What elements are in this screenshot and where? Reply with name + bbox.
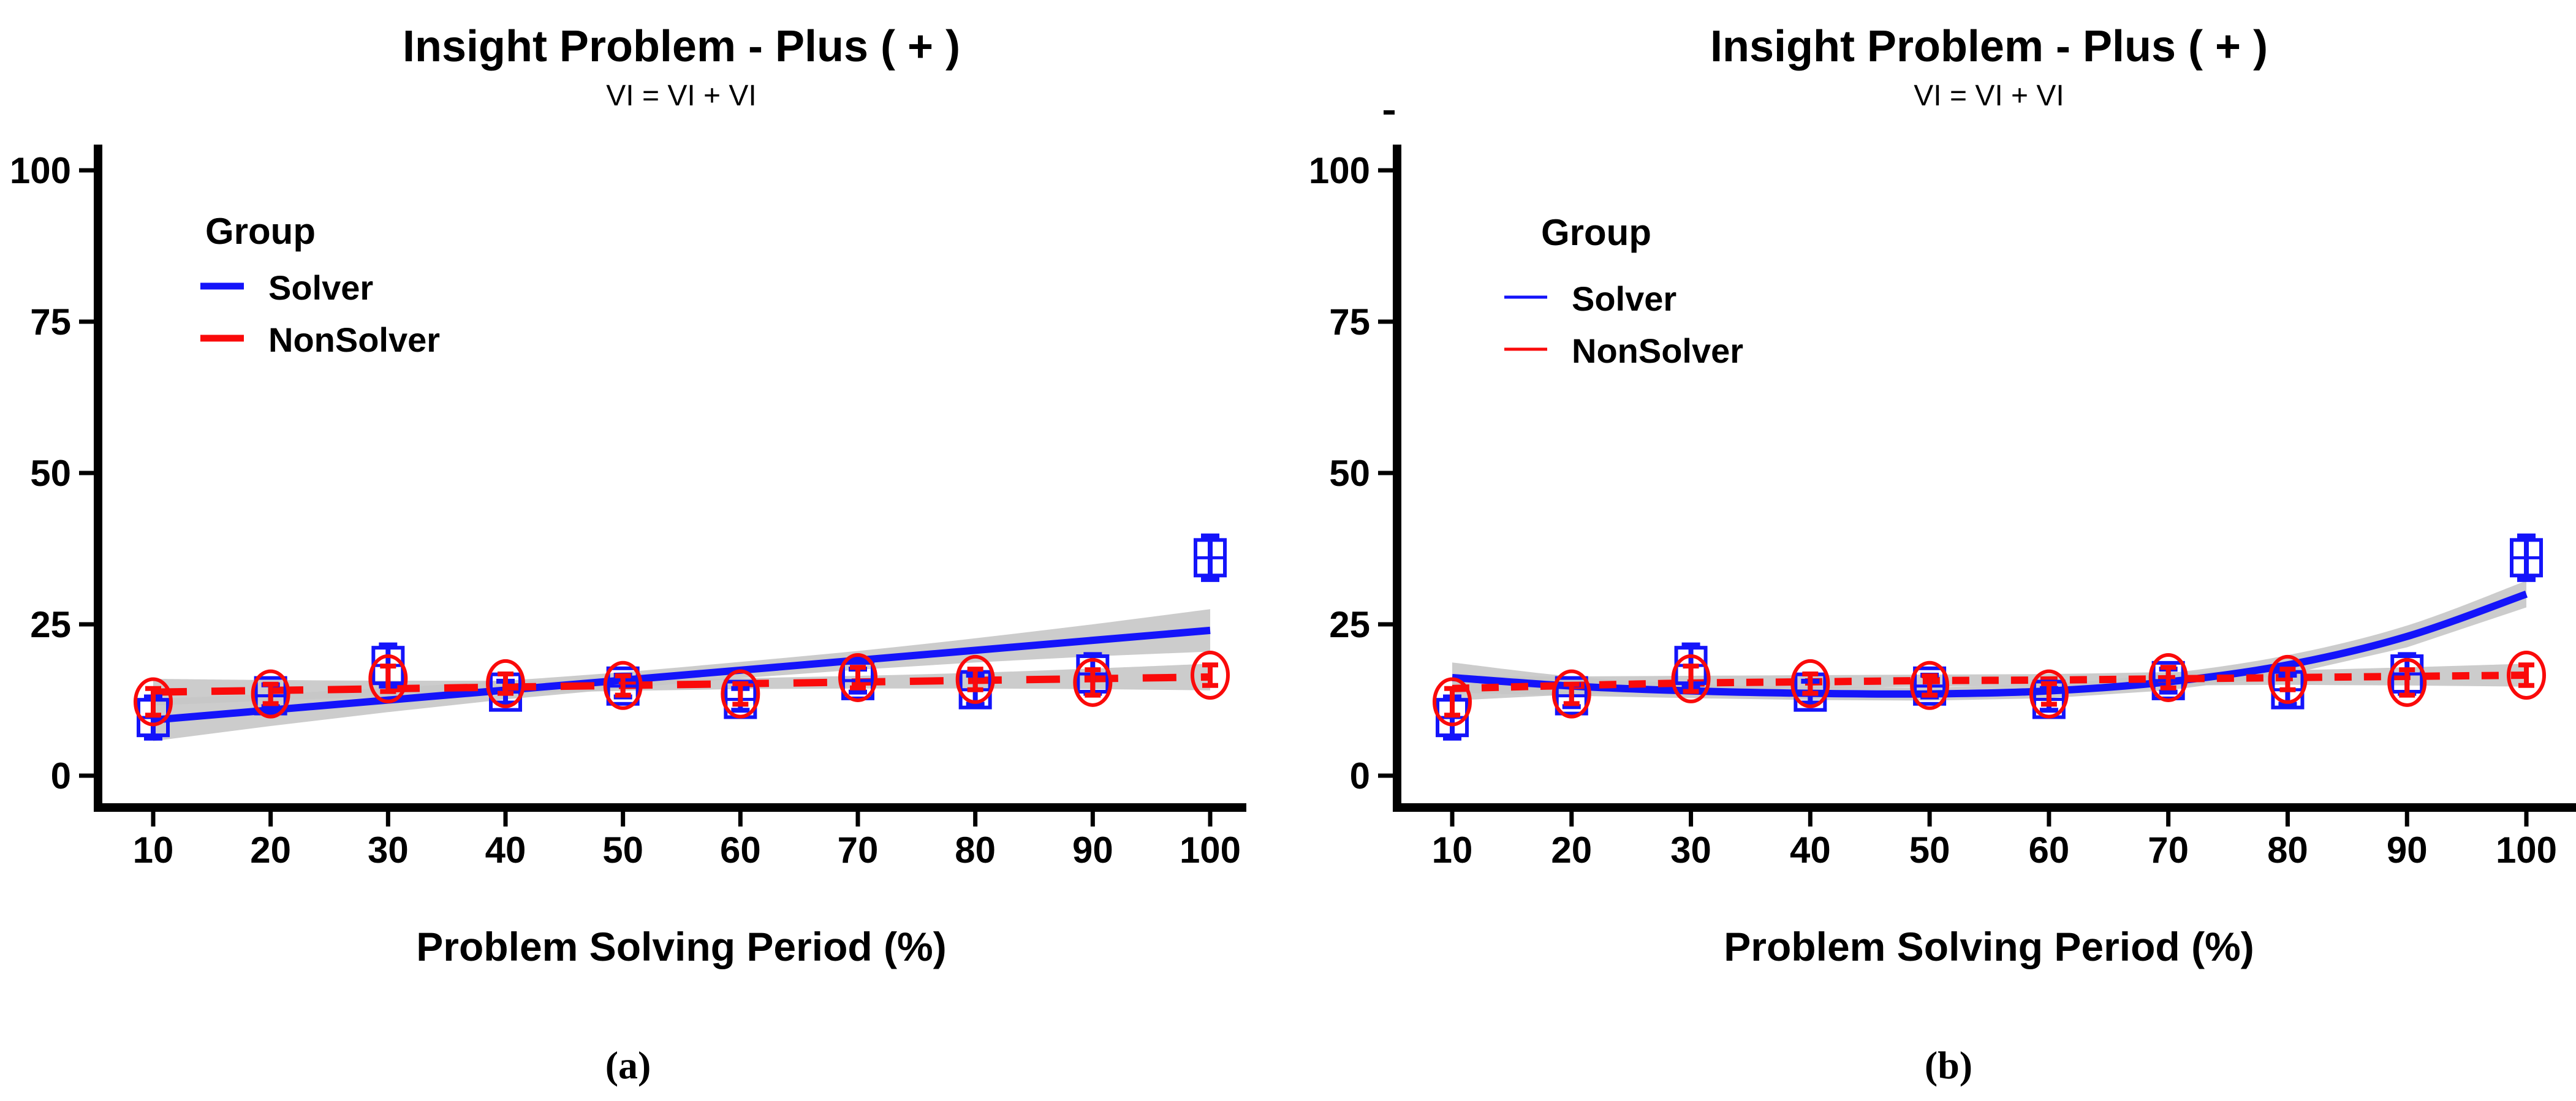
circle-marker [2507,650,2546,700]
stray-tick-mark [1384,110,1395,115]
nonsolver-fit-line [1452,671,2527,692]
nonsolver-data-point [1433,677,1472,727]
legend-label-nonsolver: NonSolver [268,320,440,359]
solver-data-point [2510,533,2543,582]
nonsolver-data-point [955,654,995,704]
solver-data-point [1194,533,1227,582]
x-tick-label: 90 [2387,830,2428,871]
x-axis-label: Problem Solving Period (%) [1724,924,2254,969]
nonsolver-data-point [2148,653,2188,702]
x-tick-label: 90 [1072,830,1113,871]
x-tick-label: 10 [133,830,174,871]
x-tick-label: 50 [1909,830,1950,871]
panel-a: Insight Problem - Plus ( + ) VI = VI + VI… [10,22,1246,1087]
nonsolver-data-point [1191,650,1230,700]
panel-caption: (a) [605,1043,651,1087]
x-axis-label: Problem Solving Period (%) [416,924,946,969]
x-tick-label: 20 [1551,830,1592,871]
solver-fit-line [1452,590,2528,698]
nonsolver-data-point [1073,657,1113,707]
legend-label-solver: Solver [1572,279,1676,318]
x-tick-label: 30 [368,830,409,871]
circle-marker [1790,659,1830,708]
circle-marker [1551,669,1591,719]
y-tick-label: 50 [30,453,71,494]
y-tick-label: 0 [51,755,71,796]
nonsolver-data-point [2387,657,2427,707]
circle-marker [2268,654,2308,704]
x-tick-label: 60 [2029,830,2070,871]
nonsolver-data-point [486,659,525,708]
nonsolver-data-point [721,669,760,719]
panel-caption: (b) [1925,1043,1972,1087]
panel-title: Insight Problem - Plus ( + ) [403,22,960,71]
legend-title: Group [1541,212,1651,253]
circle-marker [486,659,525,708]
panel-b: Insight Problem - Plus ( + ) VI = VI + VI… [1309,22,2576,1087]
x-tick-label: 30 [1670,830,1711,871]
nonsolver-data-point [1790,659,1830,708]
y-tick-label: 100 [10,150,71,191]
y-tick-label: 50 [1329,453,1370,494]
circle-marker [1910,660,1950,710]
circle-marker [603,660,643,710]
nonsolver-data-point [838,653,877,702]
legend-label-nonsolver: NonSolver [1572,331,1743,370]
nonsolver-data-point [1671,654,1711,703]
circle-marker [1073,657,1113,707]
legend-title: Group [205,211,316,252]
circle-marker [134,677,173,727]
circle-marker [251,669,290,719]
x-tick-label: 10 [1432,830,1473,871]
x-tick-label: 60 [720,830,761,871]
circle-marker [1191,650,1230,700]
nonsolver-data-point [134,677,173,727]
x-tick-label: 50 [602,830,643,871]
circle-marker [1671,654,1711,703]
y-tick-label: 25 [1329,604,1370,645]
x-tick-label: 70 [2148,830,2189,871]
x-tick-label: 100 [1180,830,1241,871]
nonsolver-data-point [2507,650,2546,700]
legend-label-solver: Solver [268,268,373,307]
nonsolver-data-point [1551,669,1591,719]
circle-marker [368,654,408,703]
y-tick-label: 25 [30,604,71,645]
y-tick-label: 0 [1350,755,1370,796]
x-tick-label: 70 [838,830,879,871]
circle-marker [955,654,995,704]
y-tick-label: 100 [1309,150,1370,191]
y-tick-label: 75 [30,301,71,342]
x-tick-label: 40 [1790,830,1831,871]
circle-marker [2029,669,2069,719]
nonsolver-data-point [251,669,290,719]
y-tick-label: 75 [1329,301,1370,342]
panel-subtitle: VI = VI + VI [606,80,756,112]
circle-marker [2387,657,2427,707]
panel-subtitle: VI = VI + VI [1914,80,2064,112]
circle-marker [838,653,877,702]
x-tick-label: 20 [250,830,291,871]
solver-fit-line [153,626,1211,724]
nonsolver-data-point [2268,654,2308,704]
x-tick-label: 100 [2496,830,2557,871]
nonsolver-data-point [603,660,643,710]
nonsolver-data-point [1910,660,1950,710]
circle-marker [1433,677,1472,727]
x-tick-label: 40 [485,830,526,871]
circle-marker [2148,653,2188,702]
x-tick-label: 80 [2267,830,2308,871]
x-tick-label: 80 [955,830,996,871]
nonsolver-data-point [2029,669,2069,719]
panel-title: Insight Problem - Plus ( + ) [1710,22,2268,71]
nonsolver-fit-line [153,673,1211,696]
nonsolver-data-point [368,654,408,703]
circle-marker [721,669,760,719]
